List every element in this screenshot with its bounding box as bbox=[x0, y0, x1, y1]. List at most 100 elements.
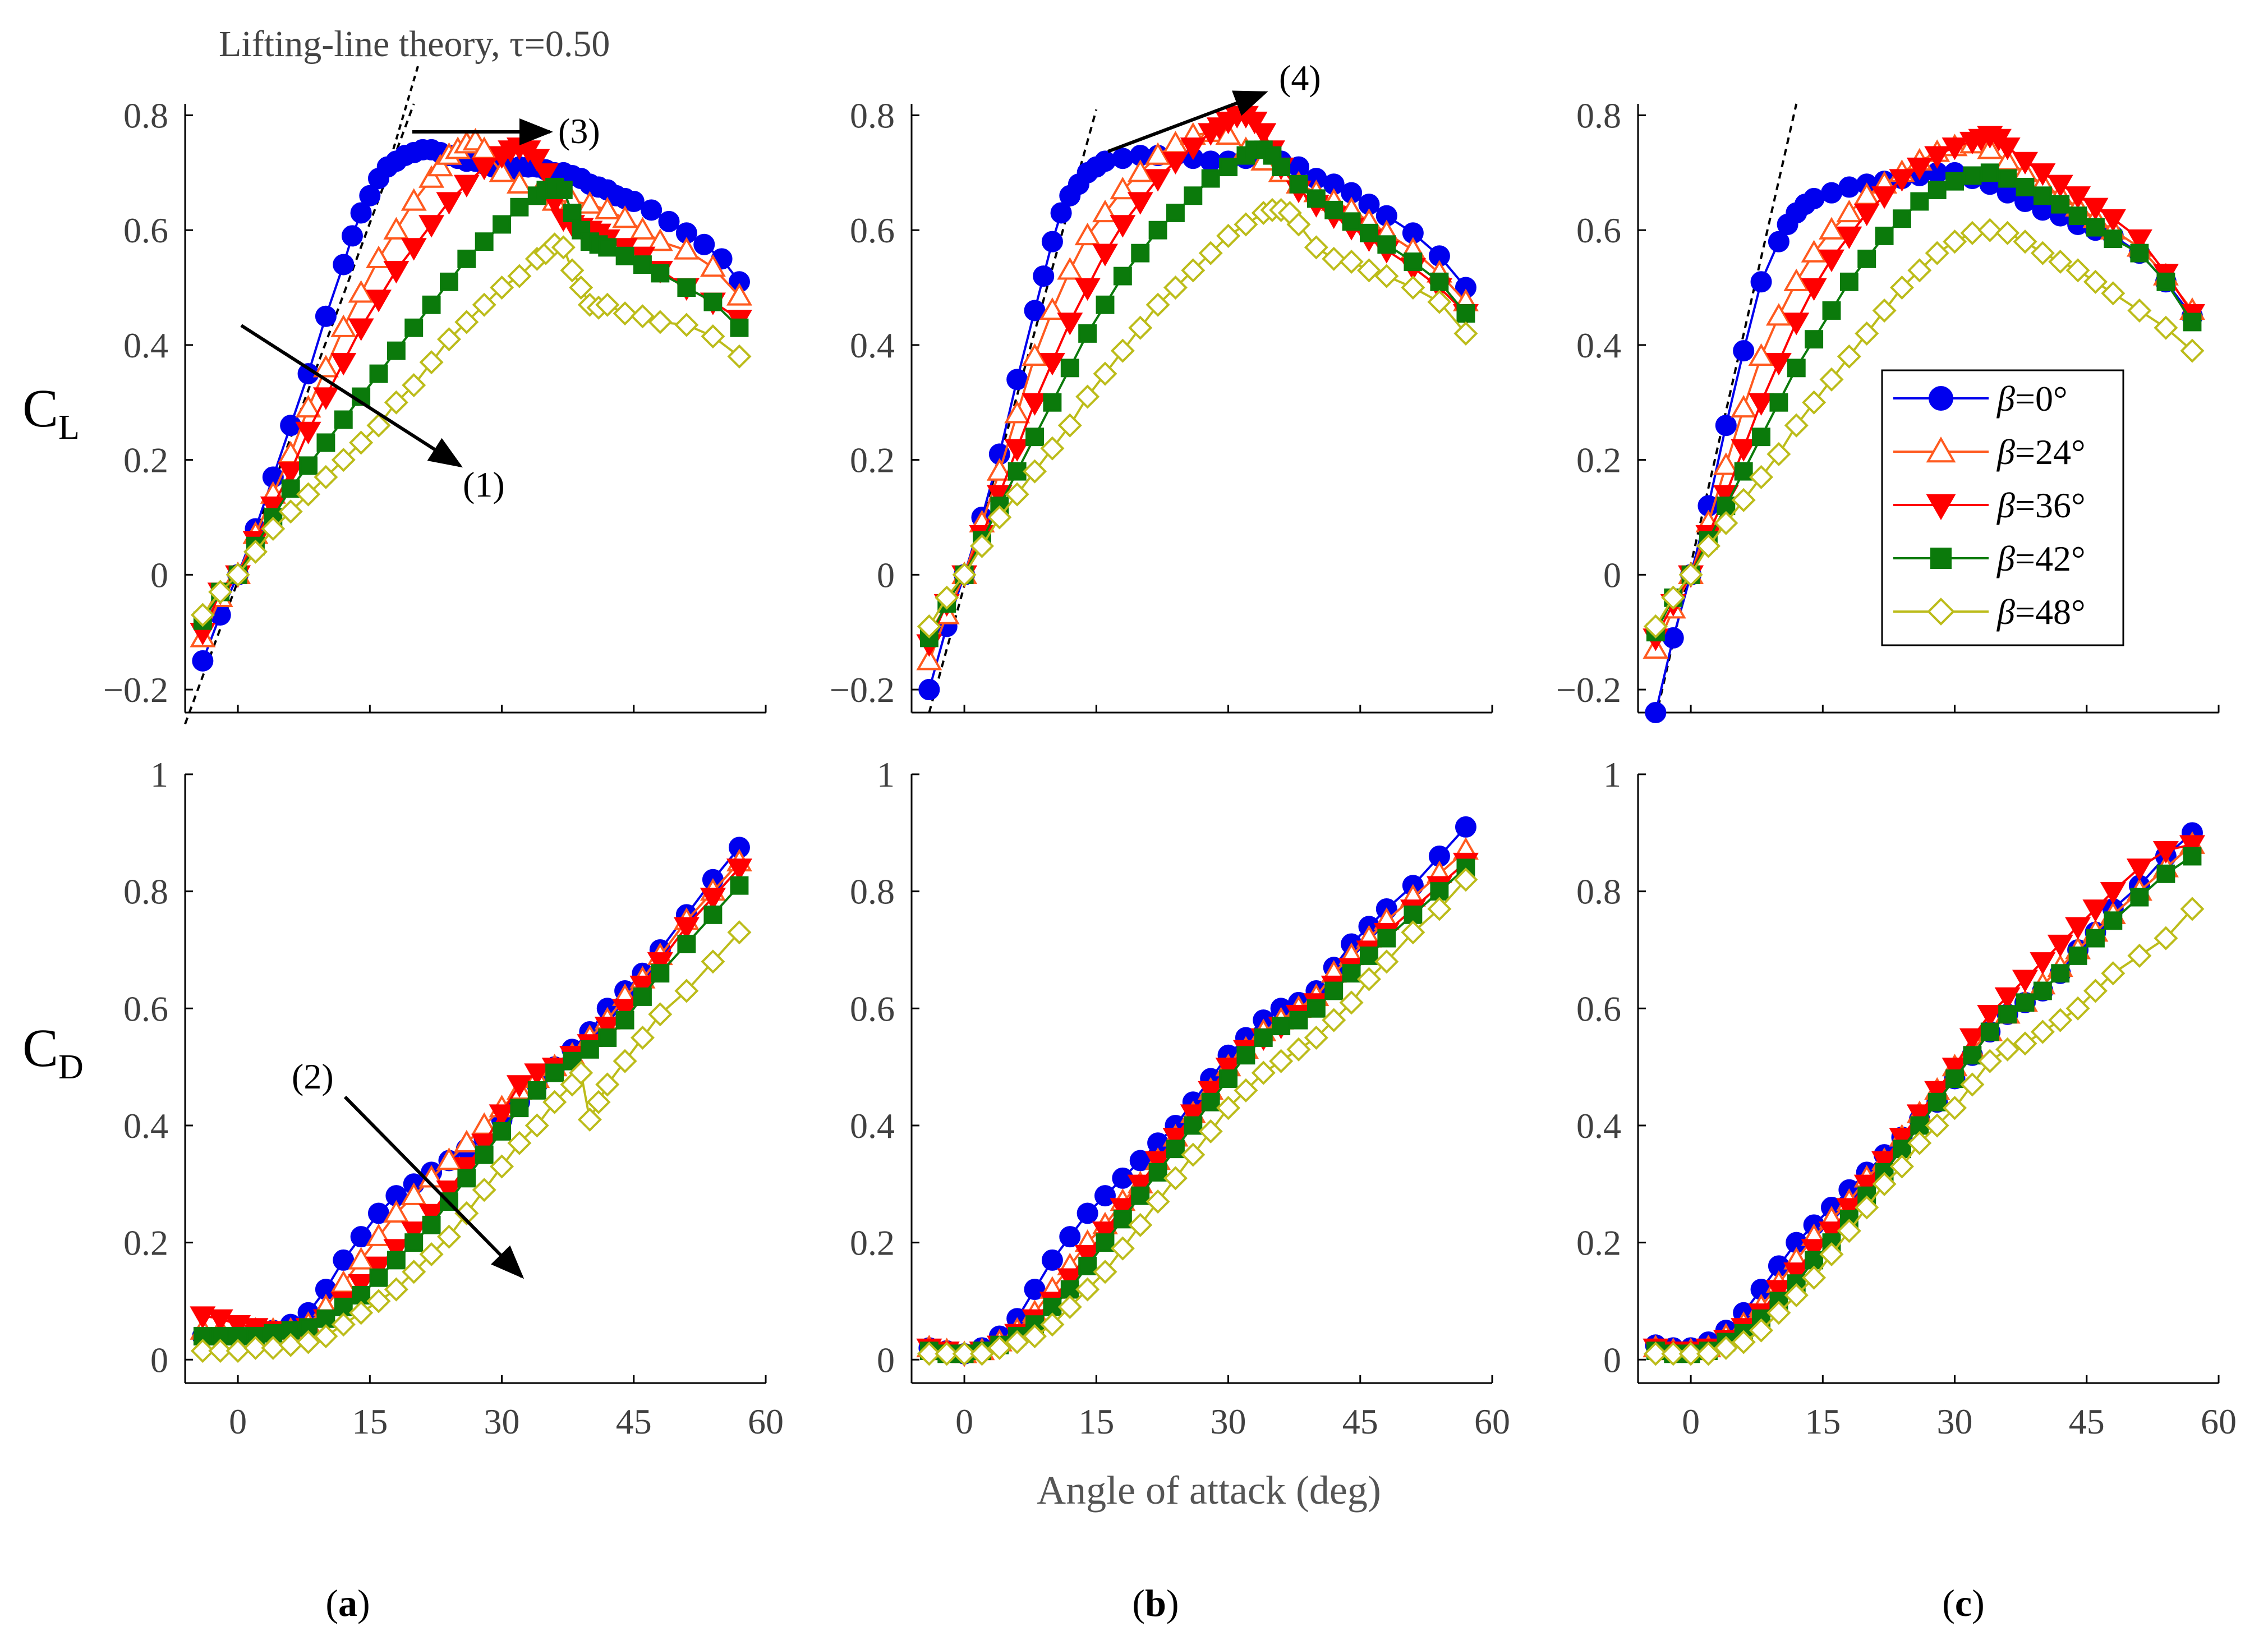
cd-point-c-3-29 bbox=[2183, 847, 2202, 866]
cd-point-b-4-29 bbox=[1453, 867, 1478, 892]
cd-point-b-4-19 bbox=[1251, 1060, 1276, 1085]
cd-point-b-3-27 bbox=[1404, 905, 1423, 924]
cl-point-a-4-30 bbox=[648, 310, 673, 334]
cl-point-c-0-5 bbox=[1733, 340, 1755, 362]
cd-point-b-4-3 bbox=[969, 1342, 994, 1366]
cl-point-c-1-8 bbox=[1783, 268, 1810, 291]
cd-point-c-2-26 bbox=[2100, 881, 2126, 905]
cl-point-a-1-26 bbox=[594, 196, 620, 220]
cl-point-a-0-42 bbox=[641, 199, 663, 221]
cd-point-b-4-5 bbox=[1005, 1330, 1029, 1354]
cd-point-a-4-29 bbox=[674, 979, 699, 1003]
cd-point-b-3-24 bbox=[1342, 964, 1361, 983]
cl-point-c-4-8 bbox=[1784, 413, 1809, 438]
cl-point-a-3-12 bbox=[404, 318, 424, 337]
cd-point-b-3-25 bbox=[1360, 946, 1378, 965]
cl-y-tick-label-a-5: 0.8 bbox=[123, 95, 168, 135]
cd-point-a-0-8 bbox=[333, 1249, 355, 1271]
panel-label-a-open: ( bbox=[325, 1582, 338, 1624]
cl-point-c-3-26 bbox=[2104, 229, 2123, 248]
annotation-label-1: (1) bbox=[463, 465, 505, 504]
cd-point-a-4-8 bbox=[331, 1312, 356, 1337]
cl-point-b-0-8 bbox=[1041, 231, 1063, 252]
cd-point-b-4-26 bbox=[1374, 949, 1399, 974]
cd-point-b-2-9 bbox=[1074, 1244, 1101, 1268]
cl-point-b-3-11 bbox=[1113, 267, 1132, 286]
legend-value-3: =42° bbox=[2015, 539, 2086, 578]
cd-point-a-3-18 bbox=[510, 1099, 529, 1118]
cd-point-c-2-8 bbox=[1783, 1262, 1810, 1285]
cd-point-b-0-8 bbox=[1059, 1226, 1081, 1248]
cl-point-c-1-11 bbox=[1836, 199, 1862, 223]
cl-point-c-2-11 bbox=[1836, 226, 1862, 250]
legend-marker-symbol-4 bbox=[1927, 598, 1955, 626]
cl-y-tick-label-a-1: 0 bbox=[150, 555, 168, 595]
cl-point-b-3-22 bbox=[1272, 158, 1291, 177]
cd-point-a-4-14 bbox=[436, 1224, 461, 1249]
cd-point-b-0-9 bbox=[1077, 1202, 1098, 1224]
cl-y-tick-label-a-2: 0.2 bbox=[123, 440, 168, 480]
cl-point-c-2-23 bbox=[2012, 151, 2038, 174]
cd-point-b-4-14 bbox=[1163, 1166, 1188, 1191]
cl-point-a-4-18 bbox=[507, 264, 532, 288]
cd-point-c-2-21 bbox=[2012, 970, 2038, 993]
cl-point-b-4-6 bbox=[1023, 459, 1047, 484]
cd-point-c-4-9 bbox=[1802, 1265, 1827, 1290]
cl-point-a-4-2 bbox=[226, 562, 250, 587]
cl-point-c-4-5 bbox=[1731, 488, 1756, 512]
cd-point-a-4-27 bbox=[630, 1025, 655, 1050]
cd-point-a-2-19 bbox=[524, 1063, 550, 1086]
cd-point-a-2-18 bbox=[506, 1075, 532, 1098]
cd-y-tick-label-a-5: 1 bbox=[150, 755, 168, 794]
cl-point-b-3-7 bbox=[1043, 393, 1062, 412]
cl-point-a-0-9 bbox=[341, 225, 363, 247]
cl-point-c-4-19 bbox=[1977, 218, 2002, 242]
cl-point-b-3-17 bbox=[1219, 158, 1237, 177]
cd-point-a-4-13 bbox=[419, 1242, 444, 1267]
cl-point-b-1-12 bbox=[1127, 159, 1153, 182]
cl-point-a-2-12 bbox=[401, 238, 427, 261]
cd-y-tick-label-b-5: 1 bbox=[877, 755, 895, 794]
cl-y-tick-label-a-4: 0.6 bbox=[123, 210, 168, 250]
cl-point-b-4-0 bbox=[917, 614, 941, 639]
cd-point-c-4-16 bbox=[1925, 1113, 1949, 1138]
cd-y-tick-label-c-5: 1 bbox=[1603, 755, 1621, 794]
cd-y-tick-label-b-4: 0.8 bbox=[850, 872, 895, 912]
cd-point-a-0-9 bbox=[350, 1226, 372, 1248]
x-tick-label-b-3: 45 bbox=[1342, 1402, 1378, 1441]
cl-point-a-4-24 bbox=[569, 275, 594, 300]
cl-point-b-4-23 bbox=[1286, 212, 1311, 237]
cl-point-b-4-30 bbox=[1427, 290, 1452, 314]
cl-point-b-3-28 bbox=[1377, 235, 1396, 254]
cd-point-b-0-29 bbox=[1455, 816, 1476, 838]
panel-label-c-open: ( bbox=[1942, 1582, 1955, 1624]
legend-label-3: β=42° bbox=[1996, 539, 2086, 578]
cd-point-c-4-28 bbox=[2154, 926, 2178, 950]
cd-point-a-1-11 bbox=[383, 1200, 410, 1223]
cd-point-a-2-2 bbox=[225, 1315, 251, 1338]
cl-series-line-a-0 bbox=[201, 148, 740, 662]
panel-label-c: (c) bbox=[1942, 1582, 1985, 1624]
x-axis-title: Angle of attack (deg) bbox=[1037, 1468, 1381, 1513]
cd-point-a-4-31 bbox=[727, 920, 752, 945]
cd-point-a-4-28 bbox=[648, 1002, 673, 1027]
cd-point-a-1-14 bbox=[436, 1147, 462, 1170]
annotation-arrow-1 bbox=[240, 324, 463, 468]
x-tick-label-b-2: 30 bbox=[1211, 1402, 1246, 1441]
cl-point-c-2-12 bbox=[1853, 203, 1880, 227]
cd-point-a-4-9 bbox=[349, 1301, 374, 1325]
cl-point-a-1-8 bbox=[330, 314, 357, 337]
cd-point-c-2-12 bbox=[1853, 1174, 1880, 1197]
cl-point-c-3-16 bbox=[1927, 181, 1947, 199]
cd-point-a-4-30 bbox=[701, 949, 725, 974]
cl-point-b-3-26 bbox=[1342, 212, 1361, 231]
cl-point-c-3-9 bbox=[1805, 330, 1824, 349]
panel-label-c-close: ) bbox=[1972, 1582, 1985, 1624]
cd-point-b-3-26 bbox=[1377, 929, 1396, 948]
cd-point-b-4-8 bbox=[1057, 1294, 1082, 1319]
cd-point-c-3-26 bbox=[2104, 911, 2123, 930]
cd-point-b-0-7 bbox=[1041, 1249, 1063, 1271]
cl-point-b-4-3 bbox=[969, 534, 994, 558]
cl-point-c-3-25 bbox=[2086, 218, 2105, 237]
cl-point-a-3-29 bbox=[633, 255, 652, 274]
